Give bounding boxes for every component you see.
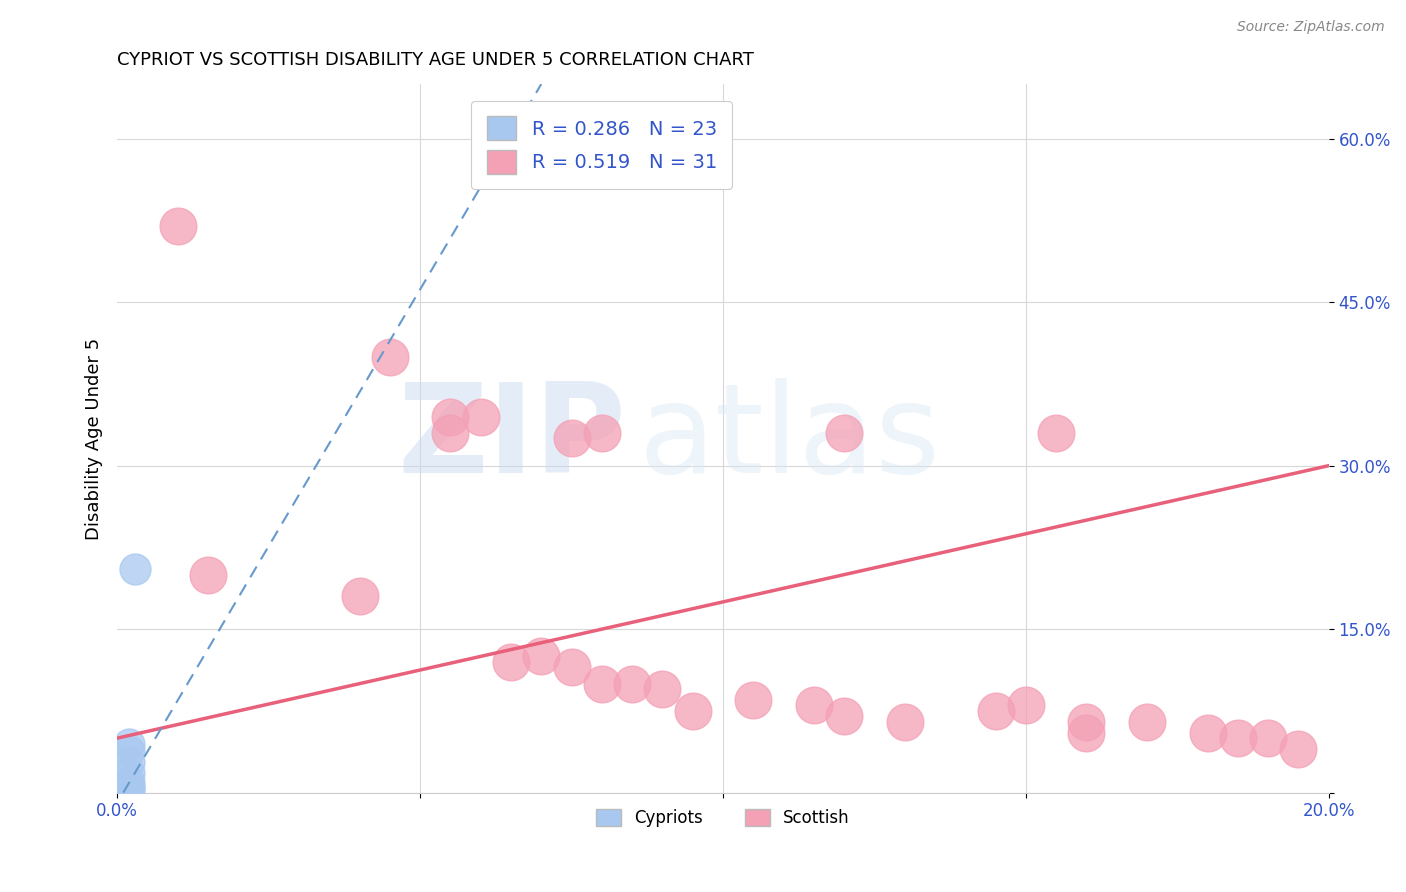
Point bbox=[591, 425, 613, 440]
Point bbox=[1015, 698, 1038, 713]
Point bbox=[560, 660, 582, 674]
Point bbox=[166, 219, 188, 233]
Point bbox=[1076, 714, 1098, 729]
Point bbox=[439, 425, 461, 440]
Point bbox=[1226, 731, 1249, 746]
Point bbox=[439, 409, 461, 424]
Point bbox=[112, 784, 135, 798]
Point bbox=[621, 676, 644, 690]
Point bbox=[118, 782, 141, 797]
Point bbox=[682, 704, 704, 718]
Point bbox=[349, 590, 371, 604]
Point bbox=[112, 784, 135, 798]
Point bbox=[530, 649, 553, 664]
Point bbox=[197, 567, 219, 582]
Point bbox=[742, 693, 765, 707]
Point bbox=[893, 714, 915, 729]
Point bbox=[560, 431, 582, 445]
Point bbox=[651, 682, 673, 697]
Point bbox=[112, 783, 135, 797]
Point bbox=[118, 774, 141, 789]
Point bbox=[470, 409, 492, 424]
Point bbox=[112, 783, 135, 797]
Text: Source: ZipAtlas.com: Source: ZipAtlas.com bbox=[1237, 20, 1385, 34]
Text: CYPRIOT VS SCOTTISH DISABILITY AGE UNDER 5 CORRELATION CHART: CYPRIOT VS SCOTTISH DISABILITY AGE UNDER… bbox=[117, 51, 754, 69]
Y-axis label: Disability Age Under 5: Disability Age Under 5 bbox=[86, 337, 103, 540]
Point bbox=[499, 655, 522, 669]
Point bbox=[984, 704, 1007, 718]
Text: ZIP: ZIP bbox=[398, 378, 626, 499]
Point bbox=[112, 784, 135, 798]
Point bbox=[112, 780, 135, 795]
Text: atlas: atlas bbox=[638, 378, 941, 499]
Point bbox=[112, 784, 135, 798]
Point bbox=[112, 784, 135, 798]
Point bbox=[118, 744, 141, 758]
Point bbox=[1257, 731, 1279, 746]
Point bbox=[112, 784, 135, 798]
Point bbox=[803, 698, 825, 713]
Point bbox=[124, 562, 146, 576]
Legend: Cypriots, Scottish: Cypriots, Scottish bbox=[589, 803, 856, 834]
Point bbox=[1197, 725, 1219, 739]
Point bbox=[591, 676, 613, 690]
Point bbox=[112, 784, 135, 798]
Point bbox=[1136, 714, 1159, 729]
Point bbox=[112, 783, 135, 797]
Point bbox=[112, 784, 135, 798]
Point bbox=[832, 425, 855, 440]
Point bbox=[832, 709, 855, 723]
Point bbox=[118, 766, 141, 780]
Point bbox=[112, 782, 135, 797]
Point bbox=[378, 350, 401, 364]
Point bbox=[1076, 725, 1098, 739]
Point bbox=[1288, 742, 1310, 756]
Point bbox=[118, 780, 141, 795]
Point bbox=[118, 737, 141, 751]
Point bbox=[112, 784, 135, 798]
Point bbox=[112, 784, 135, 798]
Point bbox=[1045, 425, 1067, 440]
Point bbox=[118, 755, 141, 769]
